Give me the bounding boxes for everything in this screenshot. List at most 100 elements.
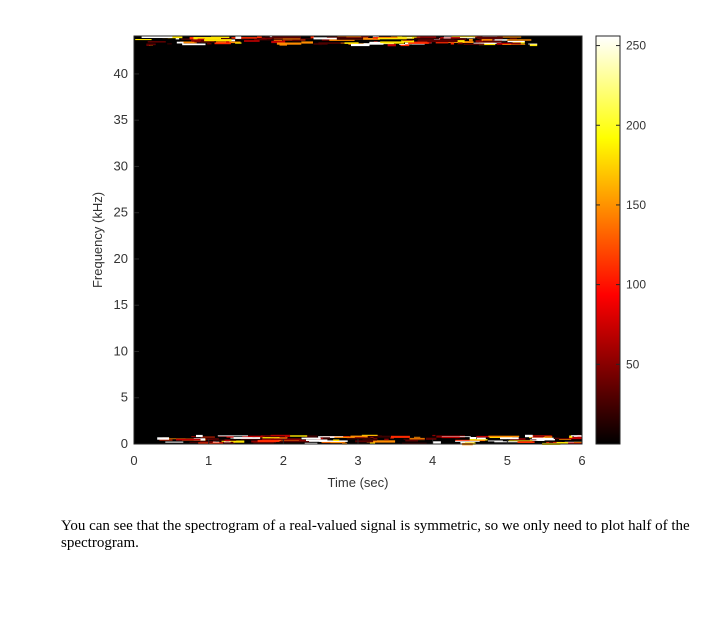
spectrogram-streak: [346, 437, 371, 440]
colorbar-tick-label: 100: [626, 278, 646, 292]
spectrogram-streak: [197, 38, 205, 40]
spectrogram-streak: [425, 437, 437, 440]
spectrogram-streak: [488, 435, 520, 438]
spectrogram-streak: [403, 438, 426, 440]
colorbar-ticks: 50 100 150 200 250: [596, 39, 646, 371]
spectrogram-streak: [147, 41, 166, 43]
spectrogram-streak: [306, 440, 321, 442]
spectrogram-streak: [506, 39, 532, 41]
spectrogram-streak: [271, 438, 301, 440]
spectrogram-streak: [549, 441, 554, 443]
spectrogram-streak: [321, 39, 335, 41]
spectrogram-streak: [509, 38, 517, 40]
spectrogram-streak: [361, 36, 370, 38]
spectrogram-streak: [330, 441, 342, 444]
spectrogram-streak: [271, 40, 286, 44]
spectrogram-streak: [194, 40, 215, 43]
spectrogram-streak: [186, 42, 195, 45]
spectrogram-streak: [455, 440, 480, 442]
spectrogram-streak: [377, 37, 407, 40]
spectrogram-streak: [141, 36, 173, 38]
spectrogram-streak: [265, 36, 270, 39]
spectrogram-streak: [507, 40, 525, 43]
spectrogram-bands: [135, 36, 582, 446]
spectrogram-streak: [231, 37, 257, 39]
y-tick-label: 30: [114, 158, 128, 173]
spectrogram-streak: [257, 36, 262, 39]
spectrogram-streak: [310, 36, 314, 39]
spectrogram-streak: [556, 442, 569, 444]
spectrogram-streak: [320, 437, 330, 440]
spectrogram-streak: [193, 37, 221, 40]
spectrogram-streak: [224, 439, 231, 442]
y-tick-label: 20: [114, 251, 128, 266]
y-tick-label: 15: [114, 297, 128, 312]
spectrogram-streak: [471, 36, 482, 38]
caption-text: You can see that the spectrogram of a re…: [61, 518, 690, 551]
spectrogram-streak: [238, 38, 249, 40]
spectrogram-streak: [411, 43, 425, 45]
spectrogram-streak: [473, 42, 502, 44]
spectrogram-streak: [262, 436, 288, 439]
spectrogram-streak: [387, 44, 396, 47]
spectrogram-streak: [533, 435, 553, 438]
spectrogram-streak: [336, 37, 364, 40]
spectrogram-streak: [257, 440, 281, 443]
spectrogram-streak: [529, 43, 538, 47]
spectrogram-streak: [326, 36, 347, 38]
x-tick-label: 6: [578, 453, 585, 468]
spectrogram-streak: [266, 39, 296, 40]
spectrogram-streak: [478, 42, 496, 46]
spectrogram-streak: [469, 39, 473, 41]
spectrogram-streak: [191, 40, 201, 42]
spectrogram-streak: [432, 434, 436, 437]
x-tick-label: 0: [130, 453, 137, 468]
spectrogram-streak: [544, 436, 553, 438]
spectrogram-streak: [482, 39, 509, 41]
spectrogram-streak: [135, 39, 152, 41]
x-tick-label: 1: [205, 453, 212, 468]
spectrogram-streak: [546, 441, 562, 443]
spectrogram-streak: [200, 436, 215, 438]
spectrogram-streak: [525, 434, 533, 438]
spectrogram-streak: [391, 435, 410, 438]
spectrogram-streak: [351, 38, 380, 40]
spectrogram-streak: [301, 41, 313, 44]
spectrogram-streak: [487, 440, 503, 442]
spectrogram-streak: [361, 434, 378, 436]
spectrogram-streak: [401, 40, 415, 43]
spectrogram-streak: [292, 39, 301, 42]
spectrogram-streak: [402, 39, 413, 41]
spectrogram-streak: [477, 437, 486, 440]
spectrogram-streak: [235, 42, 242, 44]
spectrogram-streak: [282, 38, 301, 40]
spectrogram-streak: [343, 436, 374, 438]
spectrogram-streak: [369, 442, 376, 444]
spectrogram-streak: [432, 441, 441, 444]
spectrogram-streak: [175, 37, 180, 40]
spectrogram-streak: [373, 41, 378, 43]
colorbar-tick-label: 250: [626, 39, 646, 53]
spectrogram-streak: [167, 43, 172, 45]
colorbar-tick-label: 50: [626, 357, 640, 371]
spectrogram-streak: [502, 44, 526, 45]
spectrogram-streak: [517, 441, 535, 443]
x-tick-label: 2: [280, 453, 287, 468]
spectrogram-streak: [235, 36, 242, 39]
spectrogram-streak: [481, 39, 493, 41]
spectrogram-streak: [279, 441, 310, 443]
spectrogram-streak: [441, 436, 471, 438]
spectrogram-streak: [408, 41, 429, 44]
spectrogram-streak: [351, 43, 370, 47]
spectrogram-streak: [272, 36, 301, 39]
spectrogram-streak: [262, 439, 277, 440]
spectrogram-streak: [400, 44, 410, 47]
spectrogram-streak: [304, 435, 318, 437]
y-tick-label: 40: [114, 66, 128, 81]
x-tick-label: 5: [504, 453, 511, 468]
y-axis-label: Frequency (kHz): [90, 192, 105, 288]
spectrogram-streak: [469, 439, 488, 441]
spectrogram-streak: [157, 437, 169, 440]
spectrogram-streak: [441, 436, 460, 439]
spectrogram-streak: [226, 436, 234, 438]
